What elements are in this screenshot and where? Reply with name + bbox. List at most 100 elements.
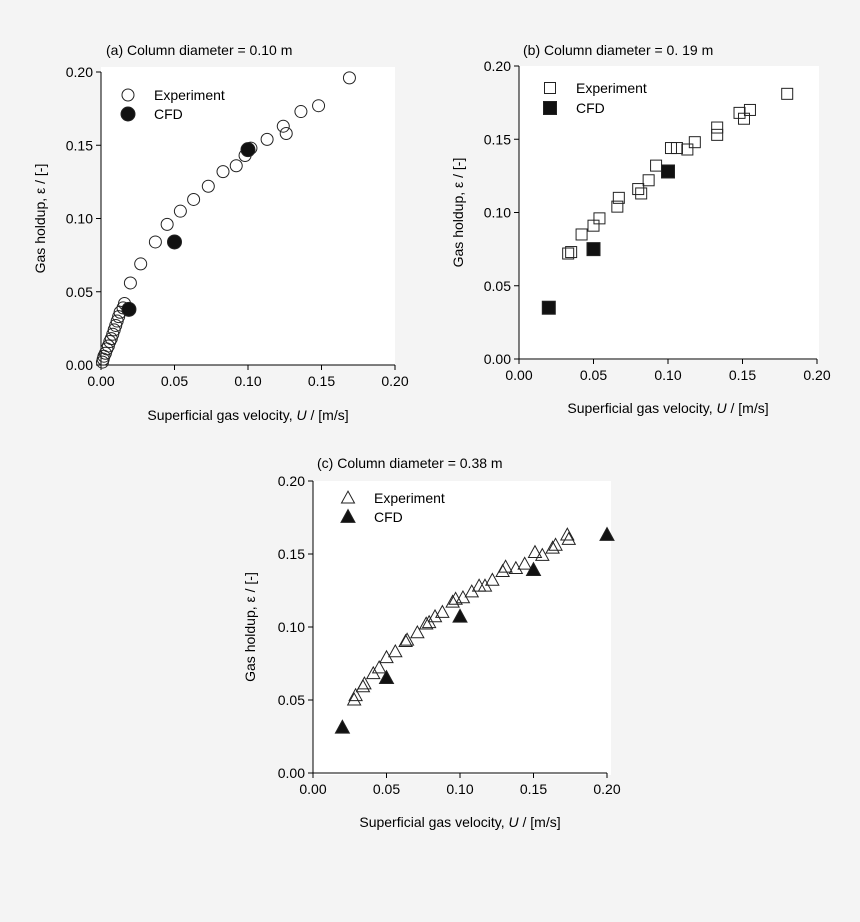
cfd-point	[661, 164, 675, 179]
experiment-point	[688, 136, 701, 149]
legend-marker-cfd	[543, 101, 557, 115]
y-tick-label: 0.10	[278, 619, 305, 635]
legend-label: Experiment	[576, 80, 647, 96]
y-tick-label: 0.00	[66, 357, 93, 373]
experiment-point	[484, 572, 500, 586]
experiment-point	[575, 228, 588, 241]
experiment-point	[103, 335, 117, 349]
experiment-point	[435, 604, 450, 618]
experiment-point	[611, 200, 624, 213]
y-tick-label: 0.20	[66, 64, 93, 80]
panel-a: 0.00 0.05 0.10 0.15 0.20 0.00 0.05 0.10 0.15 0.20…	[32, 42, 409, 423]
legend-label: Experiment	[154, 87, 225, 103]
experiment-point	[548, 537, 563, 551]
experiment-point	[561, 531, 577, 545]
y-tick-label: 0.05	[278, 692, 305, 708]
experiment-point	[781, 87, 794, 100]
x-tick-label: 0.00	[87, 373, 114, 389]
cfd-point	[334, 719, 351, 734]
y-tick-label: 0.10	[66, 211, 93, 227]
x-axis-title: Superficial gas velocity, U / [m/s]	[147, 407, 348, 423]
legend-label: CFD	[576, 100, 605, 116]
plot-area	[313, 481, 611, 775]
x-tick-label: 0.10	[234, 373, 261, 389]
legend-marker-experiment	[340, 490, 356, 504]
y-axis-title: Gas holdup, ε / [-]	[242, 572, 258, 682]
experiment-point	[260, 132, 274, 146]
x-tick-label: 0.20	[593, 781, 620, 797]
x-axis-title: Superficial gas velocity, U / [m/s]	[567, 400, 768, 416]
y-tick-label: 0.15	[484, 131, 511, 147]
legend-marker-experiment	[544, 82, 556, 94]
y-tick-label: 0.10	[484, 205, 511, 221]
legend-label: CFD	[374, 509, 403, 525]
legend-marker-cfd	[340, 508, 356, 523]
panel-title: (b) Column diameter = 0. 19 m	[523, 42, 713, 58]
legend-marker-cfd	[120, 106, 136, 122]
experiment-point	[216, 165, 230, 179]
experiment-point	[173, 204, 187, 218]
y-tick-label: 0.05	[66, 284, 93, 300]
x-tick-label: 0.10	[446, 781, 473, 797]
x-tick-label: 0.20	[381, 373, 408, 389]
y-tick-label: 0.15	[278, 546, 305, 562]
panel-title: (c) Column diameter = 0.38 m	[317, 455, 503, 471]
experiment-point	[357, 676, 372, 690]
experiment-point	[312, 99, 326, 113]
cfd-point	[599, 526, 615, 541]
x-tick-label: 0.00	[505, 367, 532, 383]
experiment-point	[632, 183, 645, 196]
y-tick-label: 0.20	[278, 473, 305, 489]
x-tick-label: 0.10	[654, 367, 681, 383]
experiment-point	[593, 212, 606, 225]
cfd-point	[541, 300, 556, 315]
experiment-point	[279, 127, 293, 141]
experiment-point	[743, 103, 756, 116]
experiment-point	[346, 692, 362, 706]
experiment-point	[559, 527, 575, 541]
experiment-point	[711, 121, 724, 134]
cfd-point	[240, 142, 256, 158]
experiment-point	[562, 247, 575, 260]
experiment-point	[427, 608, 443, 623]
y-axis-title: Gas holdup, ε / [-]	[450, 158, 466, 268]
experiment-point	[342, 71, 356, 85]
experiment-point	[201, 179, 215, 193]
y-tick-label: 0.15	[66, 137, 93, 153]
experiment-point	[418, 616, 434, 630]
experiment-point	[294, 105, 308, 119]
legend-label: Experiment	[374, 490, 445, 506]
experiment-point	[681, 143, 694, 156]
cfd-point	[525, 561, 542, 576]
x-tick-label: 0.05	[373, 781, 400, 797]
experiment-point	[711, 128, 724, 141]
experiment-point	[445, 594, 460, 608]
panel-b: 0.00 0.05 0.10 0.15 0.20 0.00 0.05 0.10 0.15 0.20…	[450, 42, 831, 416]
experiment-point	[517, 556, 533, 570]
cfd-point	[167, 234, 182, 250]
experiment-point	[410, 624, 425, 639]
experiment-point	[187, 192, 201, 206]
x-tick-label: 0.05	[161, 373, 188, 389]
panel-title: (a) Column diameter = 0.10 m	[106, 42, 292, 58]
experiment-point	[398, 633, 413, 648]
experiment-point	[670, 142, 683, 155]
cfd-point	[452, 608, 468, 623]
legend: Experiment CFD	[543, 80, 647, 116]
y-tick-label: 0.05	[484, 278, 511, 294]
y-tick-label: 0.20	[484, 58, 511, 74]
experiment-point	[642, 174, 655, 187]
experiment-point	[545, 540, 560, 554]
experiment-point	[635, 187, 648, 200]
y-tick-label: 0.00	[278, 765, 305, 781]
x-tick-label: 0.15	[729, 367, 756, 383]
cfd-point	[378, 669, 395, 684]
experiment-point	[134, 257, 148, 271]
x-tick-label: 0.05	[580, 367, 607, 383]
experiment-point	[123, 276, 137, 290]
cfd-point	[121, 301, 137, 317]
x-tick-label: 0.15	[520, 781, 547, 797]
experiment-point	[498, 559, 513, 573]
x-axis-title: Superficial gas velocity, U / [m/s]	[359, 814, 560, 830]
experiment-point	[276, 119, 290, 133]
